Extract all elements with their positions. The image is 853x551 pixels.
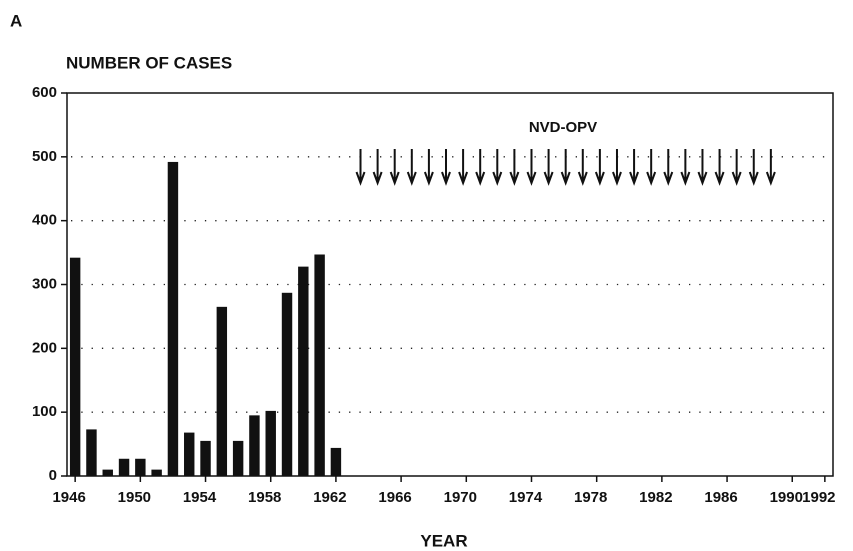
annotation-arrow bbox=[748, 149, 759, 186]
annotation-arrow bbox=[560, 149, 571, 186]
x-tick-label: 1986 bbox=[704, 489, 737, 506]
y-tick-label: 400 bbox=[32, 212, 57, 229]
bar bbox=[86, 429, 97, 476]
bar bbox=[184, 432, 195, 476]
bar bbox=[249, 415, 260, 476]
y-tick-label: 300 bbox=[32, 275, 57, 292]
annotation-arrow bbox=[543, 149, 554, 186]
annotation: NVD-OPV bbox=[529, 119, 597, 136]
annotation-arrow bbox=[423, 149, 434, 186]
annotation-arrow bbox=[714, 149, 725, 186]
x-tick-label: 1992 bbox=[802, 489, 835, 506]
annotation-arrow bbox=[731, 149, 742, 186]
annotation-arrow bbox=[372, 149, 383, 186]
x-tick-label: 1946 bbox=[52, 489, 85, 506]
annotation-arrow bbox=[663, 149, 674, 186]
annotation-arrow bbox=[629, 149, 640, 186]
x-tick-label: 1978 bbox=[574, 489, 607, 506]
annotation-arrow bbox=[765, 149, 776, 186]
bar bbox=[281, 292, 293, 476]
x-tick-label: 1954 bbox=[183, 489, 217, 506]
plot-frame bbox=[66, 92, 834, 477]
bar bbox=[200, 440, 211, 476]
annotation-arrow bbox=[526, 149, 537, 186]
x-tick-label: 1974 bbox=[509, 489, 543, 506]
annotation-arrow bbox=[697, 149, 708, 186]
x-tick-label: 1950 bbox=[118, 489, 151, 506]
y-tick-label: 200 bbox=[32, 339, 57, 356]
x-axis-label: YEAR bbox=[420, 531, 467, 550]
annotation-arrow bbox=[594, 149, 605, 186]
annotation-arrow bbox=[509, 149, 520, 186]
bar bbox=[330, 447, 342, 476]
annotation-arrow bbox=[646, 149, 657, 186]
panel-label: A bbox=[10, 11, 22, 30]
x-tick-label: 1966 bbox=[378, 489, 411, 506]
bar bbox=[232, 440, 244, 476]
y-tick-label: 600 bbox=[32, 84, 57, 101]
bar bbox=[265, 410, 276, 476]
x-tick-label: 1990 bbox=[770, 489, 803, 506]
bar bbox=[151, 469, 162, 476]
x-tick-label: 1982 bbox=[639, 489, 672, 506]
annotation-arrow bbox=[577, 149, 588, 186]
x-tick-label: 1962 bbox=[313, 489, 346, 506]
bar bbox=[102, 469, 113, 476]
y-tick-label: 100 bbox=[32, 403, 57, 420]
annotation-arrow bbox=[492, 149, 503, 186]
bar bbox=[167, 161, 179, 476]
annotation-arrow bbox=[612, 149, 622, 186]
y-axis-label: NUMBER OF CASES bbox=[66, 53, 232, 72]
annotation-arrow bbox=[406, 149, 417, 186]
annotation-arrow bbox=[389, 149, 400, 186]
bar bbox=[135, 458, 146, 476]
annotation-arrow bbox=[475, 149, 486, 186]
bar bbox=[118, 458, 130, 476]
annotation-arrow bbox=[441, 149, 451, 186]
annotation-arrow bbox=[680, 149, 691, 186]
bar bbox=[69, 257, 81, 476]
bar bbox=[314, 254, 325, 476]
annotation-arrow bbox=[458, 149, 469, 186]
bar bbox=[298, 266, 309, 476]
x-tick-label: 1958 bbox=[248, 489, 281, 506]
bar bbox=[216, 306, 228, 476]
y-tick-label: 0 bbox=[49, 467, 57, 484]
annotation-arrow bbox=[355, 149, 366, 186]
x-tick-label: 1970 bbox=[444, 489, 477, 506]
y-tick-label: 500 bbox=[32, 148, 57, 165]
